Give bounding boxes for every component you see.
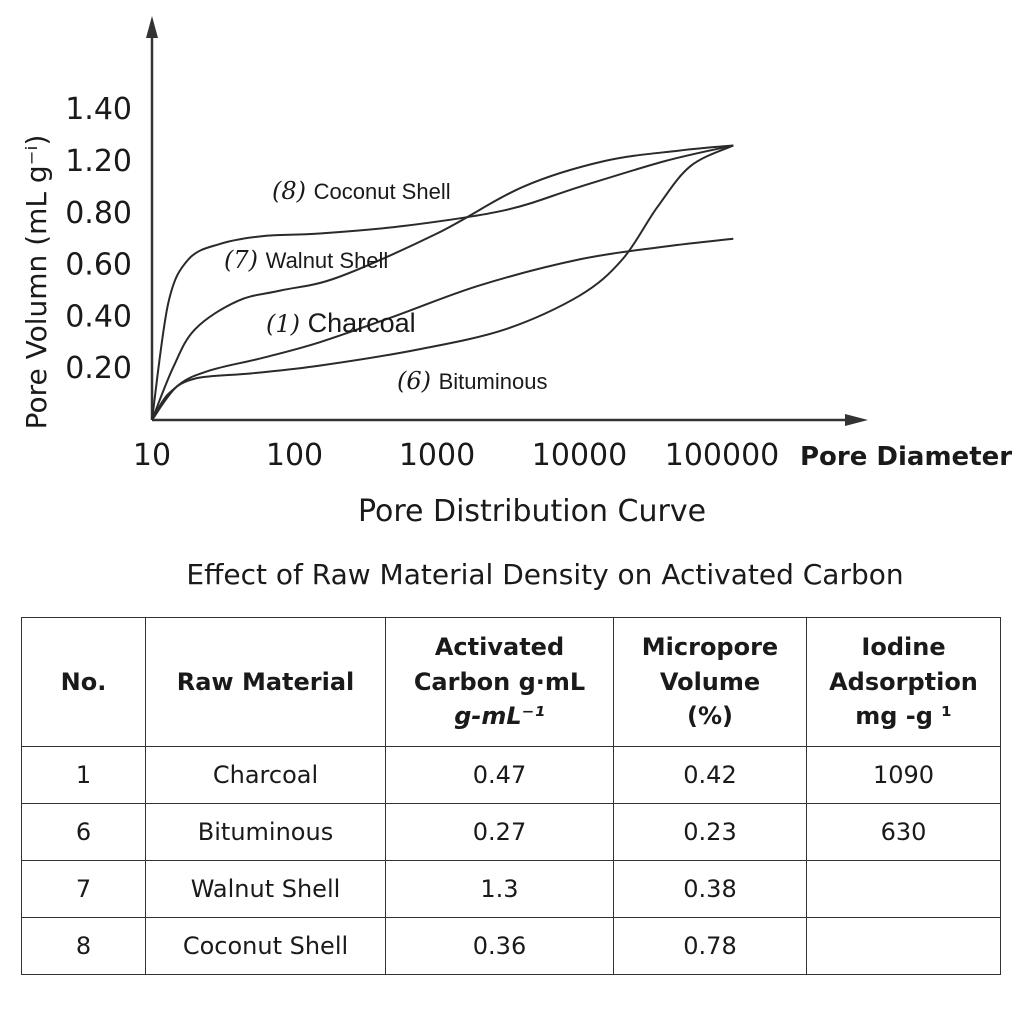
x-tick-label: 10000: [532, 438, 627, 473]
x-tick-label: 100: [266, 438, 323, 473]
x-tick-label: 10: [133, 438, 171, 473]
y-tick-label: 0.60: [65, 248, 132, 283]
cell-iodine: 1090: [806, 746, 1001, 804]
chart-title: Pore Distribution Curve: [358, 494, 706, 529]
y-tick-label: 1.40: [65, 92, 132, 127]
header-density-line-1: Activated: [434, 632, 565, 661]
header-density-line-2: Carbon g·mL: [413, 667, 586, 696]
cell-no: 7: [21, 860, 146, 918]
header-raw-material: Raw Material: [145, 617, 386, 747]
cell-micropore: 0.42: [613, 746, 807, 804]
x-tick-label: 1000: [399, 438, 475, 473]
cell-raw-material: Walnut Shell: [145, 860, 386, 918]
x-axis-label: Pore Diameter: [800, 442, 1012, 472]
table-row: 6 Bituminous 0.27 0.23 630: [21, 803, 1001, 861]
header-micropore: Micropore Volume (%): [613, 617, 807, 747]
density-table: No. Raw Material Activated Carbon g·mL g…: [21, 617, 1001, 975]
cell-raw-material: Charcoal: [145, 746, 386, 804]
series-tag-charcoal: (1) Charcoal: [266, 308, 416, 338]
cell-iodine: [806, 917, 1001, 975]
y-axis-label: Pore Volumn (mL g⁻ⁱ): [20, 135, 53, 430]
x-axis-arrow: [845, 414, 868, 426]
series-tag-number: (8): [272, 177, 314, 205]
cell-raw-material: Bituminous: [145, 803, 386, 861]
cell-no: 8: [21, 917, 146, 975]
series-tag-number: (6): [397, 367, 439, 395]
y-tick-label: 0.20: [65, 351, 132, 386]
series-tag-walnut-shell: (7) Walnut Shell: [224, 246, 388, 274]
header-no-line: No.: [60, 667, 107, 696]
table-row: 8 Coconut Shell 0.36 0.78: [21, 917, 1001, 975]
y-axis-arrow: [146, 16, 158, 38]
cell-no: 1: [21, 746, 146, 804]
header-micropore-line-3: (%): [687, 702, 733, 731]
header-density: Activated Carbon g·mL g-mL⁻¹: [385, 617, 614, 747]
header-iodine-line-2: Adsorption: [829, 667, 978, 696]
cell-micropore: 0.23: [613, 803, 807, 861]
series-tag-name: Coconut Shell: [314, 179, 451, 204]
cell-density: 0.27: [385, 803, 614, 861]
cell-density: 0.47: [385, 746, 614, 804]
cell-density: 1.3: [385, 860, 614, 918]
pore-distribution-chart: 0.20 0.40 0.60 0.80 1.20 1.40 10 100 1000 10000 1…: [20, 16, 1012, 529]
header-iodine-line-1: Iodine: [861, 632, 946, 661]
y-tick-label: 0.80: [65, 196, 132, 231]
cell-raw-material: Coconut Shell: [145, 917, 386, 975]
cell-no: 6: [21, 803, 146, 861]
series-line-bituminous: [151, 144, 734, 421]
header-micropore-line-2: Volume: [659, 667, 761, 696]
header-micropore-line-1: Micropore: [641, 632, 779, 661]
table-header-row: No. Raw Material Activated Carbon g·mL g…: [21, 617, 1001, 747]
series-line-coconut-shell: [151, 144, 734, 421]
y-tick-label: 0.40: [65, 299, 132, 334]
cell-micropore: 0.38: [613, 860, 807, 918]
cell-micropore: 0.78: [613, 917, 807, 975]
cell-iodine: [806, 860, 1001, 918]
series-tag-bituminous: (6) Bituminous: [397, 367, 547, 395]
series-tag-number: (1): [266, 310, 308, 338]
header-raw-material-line: Raw Material: [176, 667, 355, 696]
series-line-walnut-shell: [151, 144, 734, 421]
series-tag-coconut-shell: (8) Coconut Shell: [272, 177, 451, 205]
header-iodine-line-3: mg -g ¹: [855, 702, 952, 731]
y-tick-label: 1.20: [65, 144, 132, 179]
header-no: No.: [21, 617, 146, 747]
cell-density: 0.36: [385, 917, 614, 975]
series-tag-name: Bituminous: [439, 369, 548, 394]
series-tag-name: Charcoal: [308, 308, 416, 338]
series-tag-name: Walnut Shell: [266, 248, 389, 273]
header-density-line-3: g-mL⁻¹: [454, 702, 545, 731]
series-tag-number: (7): [224, 246, 266, 274]
table-title: Effect of Raw Material Density on Activa…: [186, 558, 904, 591]
table-row: 7 Walnut Shell 1.3 0.38: [21, 860, 1001, 918]
x-tick-label: 100000: [665, 438, 780, 473]
cell-iodine: 630: [806, 803, 1001, 861]
header-iodine: Iodine Adsorption mg -g ¹: [806, 617, 1001, 747]
table-row: 1 Charcoal 0.47 0.42 1090: [21, 746, 1001, 804]
